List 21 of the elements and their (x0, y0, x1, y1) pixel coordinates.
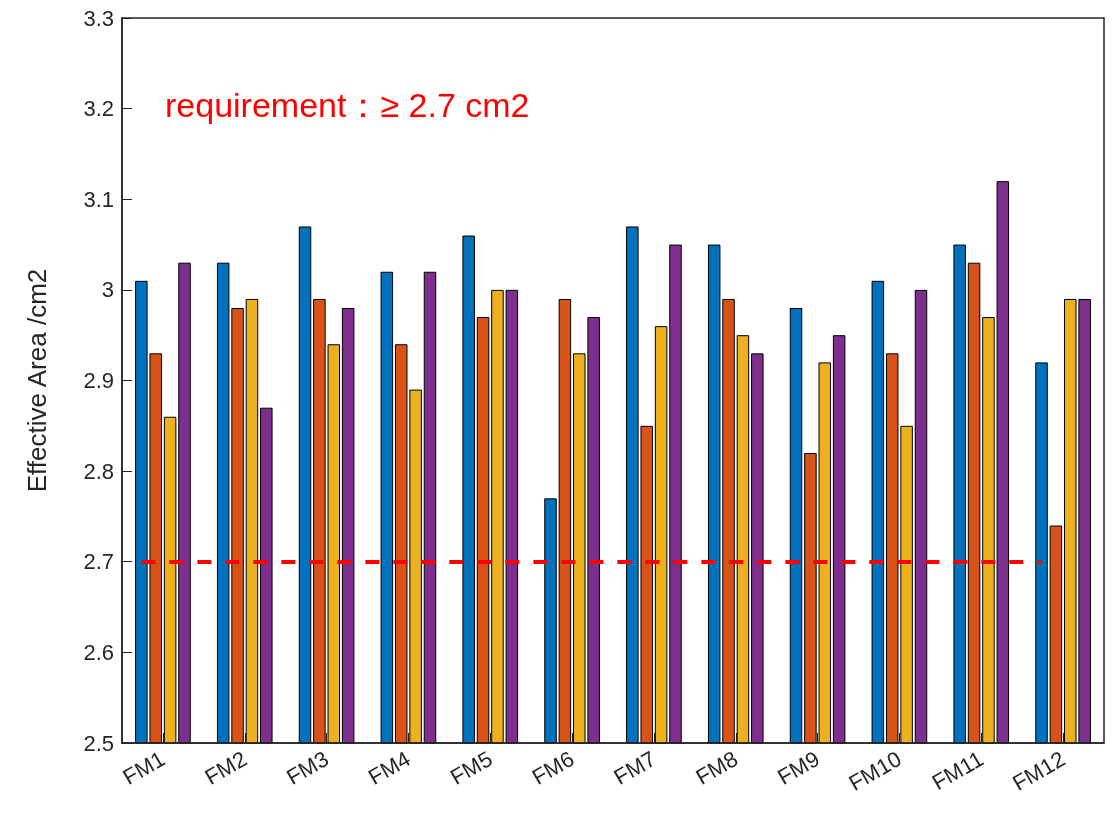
y-tick-label: 2.6 (83, 639, 114, 665)
x-tick-label: FM3 (282, 746, 333, 790)
x-tick-label: FM9 (773, 746, 824, 790)
y-tick-label: 3.2 (83, 96, 114, 122)
x-tick-label: FM5 (445, 746, 497, 790)
y-tick-label: 2.5 (83, 730, 114, 756)
y-tick-label: 3 (101, 277, 114, 303)
x-tick-label: FM2 (200, 746, 251, 790)
y-tick-label: 2.7 (83, 549, 114, 575)
annotation: requirement：≥ 2.7 cm2 (165, 86, 530, 124)
y-tick-label: 2.9 (83, 368, 114, 393)
x-tick-label: FM1 (118, 746, 170, 790)
x-tick-label: FM4 (364, 746, 415, 790)
y-axis-title: Effective Area /cm2 (22, 268, 52, 493)
y-tick-label: 3.3 (83, 5, 114, 31)
x-tick-label: FM8 (691, 746, 742, 790)
y-tick-label: 3.1 (83, 186, 114, 212)
x-tick-label: FM11 (927, 746, 988, 796)
x-tick-label: FM7 (609, 746, 661, 790)
y-tick-label: 2.8 (83, 458, 114, 484)
x-tick-label: FM6 (527, 746, 579, 790)
